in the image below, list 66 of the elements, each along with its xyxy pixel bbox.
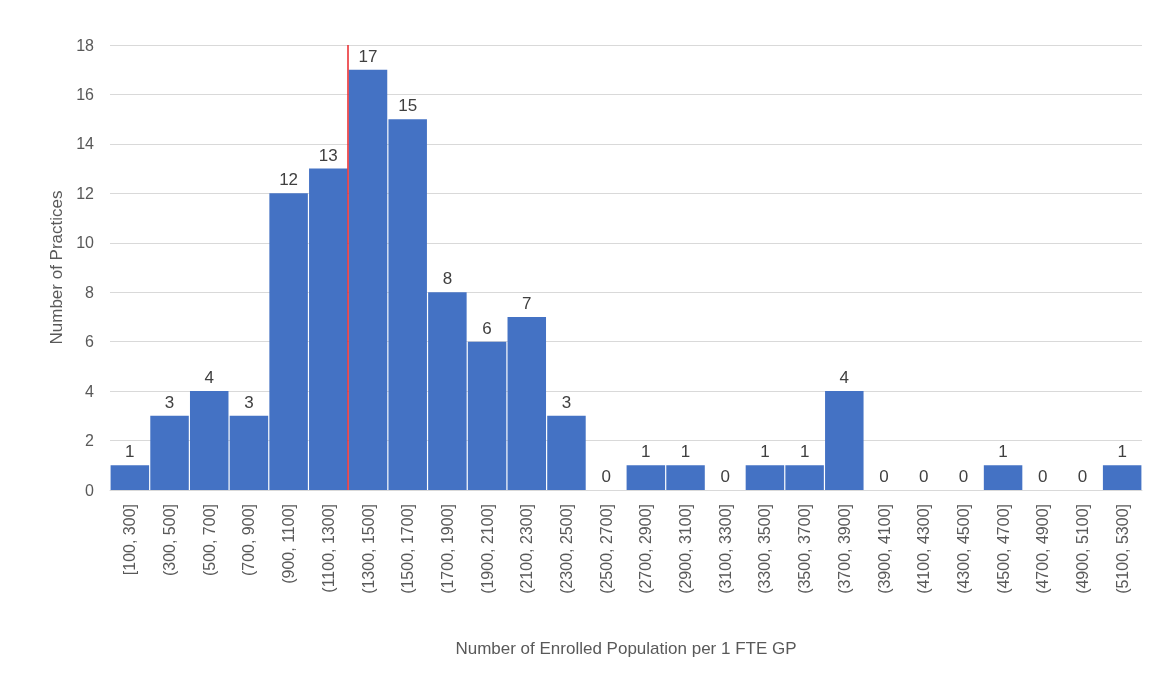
x-tick-label: (2100, 2300] <box>518 504 536 594</box>
x-tick-label: (2300, 2500] <box>557 504 575 594</box>
x-tick-label: [100, 300] <box>121 504 139 576</box>
x-tick-label: (4500, 4700] <box>994 504 1012 594</box>
x-tick-label: (1300, 1500] <box>359 504 377 594</box>
data-label: 0 <box>879 467 889 486</box>
x-tick-label: (900, 1100] <box>280 504 298 584</box>
data-label: 0 <box>720 467 730 486</box>
data-label: 6 <box>482 318 492 338</box>
y-tick-label: 10 <box>76 234 95 252</box>
x-tick-label: (1900, 2100] <box>478 504 496 594</box>
y-tick-label: 4 <box>85 382 95 400</box>
x-tick-label: (4300, 4500] <box>954 504 972 594</box>
x-tick-label: (3700, 3900] <box>835 504 853 594</box>
bar <box>1102 465 1142 490</box>
x-tick-label: (300, 500] <box>161 504 179 577</box>
data-label: 1 <box>1117 442 1127 462</box>
data-label: 13 <box>318 145 338 165</box>
y-tick-label: 8 <box>85 283 95 301</box>
x-tick-label: (4700, 4900] <box>1034 504 1052 594</box>
y-tick-label: 0 <box>85 481 95 499</box>
x-tick-label: (5100, 5300] <box>1113 504 1131 594</box>
y-tick-label: 12 <box>76 184 95 202</box>
x-tick-label: (4900, 5100] <box>1073 504 1091 594</box>
data-label: 0 <box>601 467 611 486</box>
x-tick-label: (1500, 1700] <box>399 504 417 594</box>
y-tick-label: 14 <box>76 135 95 153</box>
y-axis-title: Number of Practices <box>47 190 66 345</box>
x-axis-title: Number of Enrolled Population per 1 FTE GP <box>455 639 797 658</box>
x-tick-label: (700, 900] <box>240 504 258 577</box>
x-tick-label: (3100, 3300] <box>716 504 734 594</box>
bar <box>983 465 1023 490</box>
data-label: 12 <box>279 170 299 190</box>
data-label: 3 <box>561 392 572 412</box>
x-tick-label: (2700, 2900] <box>637 504 655 594</box>
x-tick-label: (1700, 1900] <box>438 504 456 594</box>
data-label: 1 <box>760 442 770 462</box>
x-tick-label: (1100, 1300] <box>319 504 337 593</box>
x-tick-label: (4100, 4300] <box>915 504 933 594</box>
data-label: 1 <box>998 442 1008 462</box>
data-label: 4 <box>839 368 850 388</box>
y-tick-label: 2 <box>85 432 95 450</box>
y-tick-label: 16 <box>76 85 95 103</box>
data-label: 3 <box>164 392 175 412</box>
x-tick-label: (3500, 3700] <box>796 504 814 594</box>
x-tick-label: (500, 700] <box>200 504 218 577</box>
y-tick-label: 6 <box>85 333 95 351</box>
data-label: 1 <box>799 442 810 462</box>
data-label: 0 <box>918 467 929 486</box>
data-label: 0 <box>1038 467 1048 486</box>
data-label: 17 <box>358 46 378 66</box>
x-tick-label: (2900, 3100] <box>677 504 695 594</box>
data-label: 1 <box>641 442 651 462</box>
y-tick-label: 18 <box>76 36 95 54</box>
data-label: 4 <box>204 368 214 388</box>
x-tick-label: (3300, 3500] <box>756 504 774 594</box>
data-label: 15 <box>398 96 418 116</box>
data-label: 1 <box>680 442 691 462</box>
x-tick-label: (3900, 4100] <box>875 504 893 594</box>
data-label: 7 <box>522 293 532 313</box>
data-label: 3 <box>244 392 254 412</box>
data-label: 0 <box>958 467 969 486</box>
x-tick-label: (2500, 2700] <box>597 504 615 594</box>
data-label: 1 <box>125 442 135 462</box>
data-label: 8 <box>442 269 453 289</box>
data-label: 0 <box>1077 467 1088 486</box>
